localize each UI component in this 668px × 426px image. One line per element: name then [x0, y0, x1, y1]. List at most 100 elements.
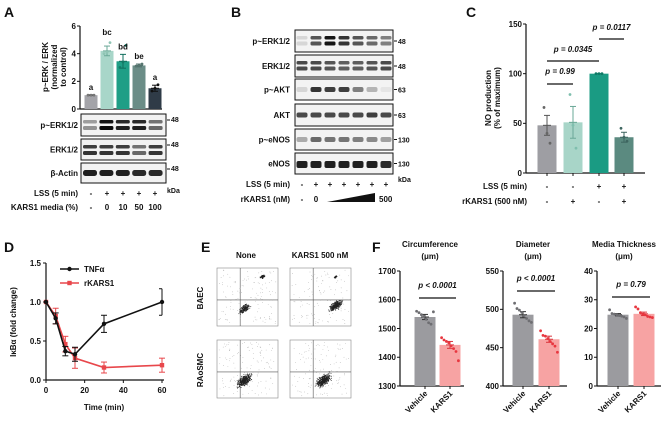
event-dot: [303, 361, 305, 363]
event-dot: [250, 342, 251, 344]
event-dot: [324, 379, 326, 381]
event-dot: [319, 382, 321, 384]
event-dot: [249, 385, 251, 387]
event-dot: [247, 278, 249, 280]
event-dot: [325, 382, 327, 384]
y-tick-label: 4: [72, 49, 77, 58]
event-dot: [307, 314, 309, 316]
bar: [512, 314, 534, 386]
event-dot: [340, 310, 342, 312]
event-dot: [334, 277, 336, 279]
blot-band: [310, 137, 322, 142]
event-dot: [239, 311, 241, 313]
event-dot: [248, 379, 250, 381]
blot-band: [338, 61, 350, 65]
event-dot: [311, 353, 313, 355]
event-dot: [270, 294, 272, 296]
data-point: [556, 350, 559, 354]
event-dot: [344, 320, 345, 322]
event-dot: [259, 318, 261, 319]
blot-band: [338, 36, 350, 40]
y-tick-label: 1.0: [30, 298, 42, 307]
event-dot: [322, 359, 324, 360]
western-blot-image: [80, 138, 167, 161]
event-dot: [262, 302, 263, 303]
event-dot: [222, 378, 224, 379]
event-dot: [275, 321, 276, 322]
data-point: [101, 321, 107, 327]
event-dot: [339, 300, 341, 302]
data-point: [156, 83, 160, 87]
event-dot: [302, 356, 304, 358]
blot-band: [99, 145, 114, 149]
plot-frame: [216, 267, 279, 327]
condition-value: +: [328, 180, 333, 189]
event-dot: [236, 380, 238, 382]
panel-c: C 0 50 100 150 p = 0.99 p = 0.0345 p = 0.0117 NO…: [462, 4, 645, 206]
event-dot: [339, 377, 341, 378]
event-dot: [335, 289, 336, 291]
event-dot: [252, 347, 254, 349]
event-dot: [262, 276, 264, 278]
x-tick-label: KARS1: [429, 389, 455, 415]
kda-marker: 63: [398, 88, 406, 95]
event-dot: [246, 304, 248, 306]
event-dot: [321, 376, 323, 378]
y-axis-label: IκBα (fold change): [9, 287, 18, 357]
y-axis-label: to control): [59, 47, 68, 87]
blot-band: [148, 151, 163, 155]
event-dot: [260, 296, 262, 297]
event-dot: [338, 305, 340, 307]
event-dot: [236, 383, 238, 385]
event-dot: [320, 299, 321, 301]
blot-band: [310, 87, 322, 92]
event-dot: [330, 305, 332, 307]
event-dot: [331, 309, 333, 311]
event-dot: [310, 275, 312, 276]
event-dot: [251, 390, 253, 391]
data-point: [639, 311, 642, 315]
event-dot: [221, 311, 223, 312]
blot-band: [296, 161, 308, 168]
event-dot: [327, 373, 329, 375]
event-dot: [275, 292, 277, 294]
event-dot: [239, 386, 241, 388]
event-dot: [264, 368, 266, 369]
event-dot: [224, 357, 226, 359]
blot-band: [115, 120, 130, 124]
event-dot: [321, 379, 323, 381]
event-dot: [330, 372, 332, 374]
y-tick-label: 1400: [378, 353, 396, 362]
blot-band: [352, 41, 364, 46]
event-dot: [261, 360, 262, 362]
flow-cytometry-plot: [216, 339, 279, 399]
event-dot: [242, 380, 244, 382]
event-dot: [245, 308, 247, 310]
event-dot: [239, 311, 241, 313]
blot-band: [83, 170, 97, 176]
y-tick-label: 40: [584, 267, 593, 276]
chart-title: Media Thickness: [592, 240, 657, 249]
event-dot: [298, 376, 300, 378]
event-dot: [317, 305, 319, 307]
data-point: [522, 314, 526, 317]
data-point: [643, 313, 647, 317]
event-dot: [336, 305, 338, 306]
data-point: [108, 41, 112, 44]
event-dot: [332, 307, 334, 309]
event-dot: [269, 299, 270, 301]
blot-band: [380, 112, 392, 118]
blot-band: [132, 120, 147, 124]
event-dot: [319, 383, 321, 385]
event-dot: [298, 321, 300, 323]
event-dot: [322, 320, 324, 322]
event-dot: [245, 379, 247, 381]
event-dot: [298, 297, 300, 298]
event-dot: [309, 369, 310, 371]
event-dot: [269, 388, 271, 390]
event-dot: [315, 358, 316, 360]
event-dot: [248, 305, 250, 307]
event-dot: [343, 374, 345, 376]
event-dot: [324, 378, 326, 380]
event-dot: [336, 307, 338, 309]
